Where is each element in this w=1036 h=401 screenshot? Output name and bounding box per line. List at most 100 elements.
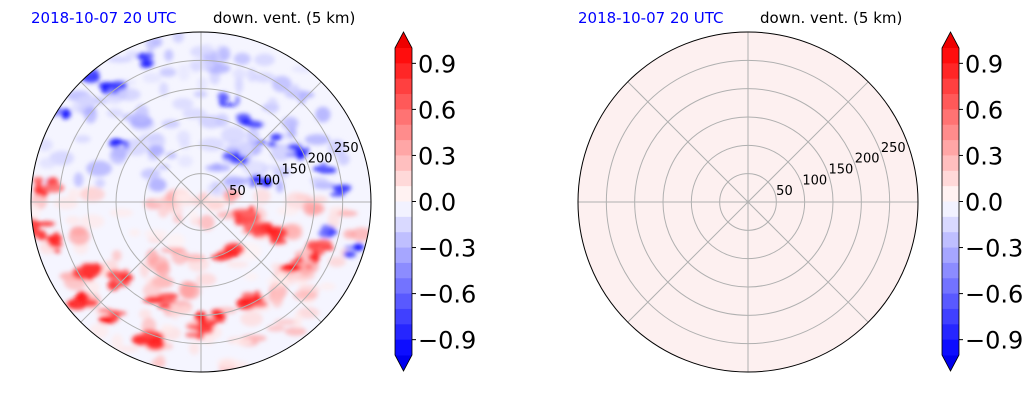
field-patch	[270, 143, 291, 162]
field-patch	[140, 168, 161, 180]
field-patch	[142, 282, 161, 299]
field-patch-negative	[235, 95, 240, 105]
colorbar-tick-label: 0.3	[418, 142, 456, 170]
colorbar-band	[942, 247, 959, 264]
field-patch	[128, 228, 141, 237]
field-patch	[106, 108, 124, 118]
left-grid	[31, 32, 371, 372]
field-patch-negative	[320, 224, 332, 234]
field-patch	[215, 113, 229, 128]
field-patch-positive	[279, 264, 302, 272]
colorbar-tick-label: −0.6	[418, 281, 476, 309]
field-patch	[284, 327, 307, 336]
field-patch	[39, 157, 57, 169]
field-patch	[293, 310, 303, 329]
field-patch	[337, 152, 350, 166]
field-patch	[211, 162, 223, 171]
field-patch-positive	[232, 212, 242, 217]
field-patch	[240, 311, 263, 327]
colorbar-band	[395, 247, 412, 264]
left-title: down. vent. (5 km)	[213, 9, 355, 27]
field-patch	[94, 178, 106, 188]
field-patch	[80, 214, 105, 229]
field-patch	[216, 357, 240, 368]
colorbar-tick-label: −0.9	[418, 327, 476, 355]
field-patch-negative	[268, 141, 276, 147]
field-patch	[271, 75, 292, 93]
colorbar-band	[942, 308, 959, 325]
field-patch-positive	[157, 304, 172, 310]
colorbar-band	[395, 186, 412, 202]
field-patch	[266, 97, 279, 115]
field-patch-negative	[304, 146, 310, 154]
field-patch	[138, 308, 152, 320]
field-patch	[234, 75, 244, 94]
right-grid	[578, 32, 918, 372]
field-patch	[160, 247, 184, 254]
radial-tick-label: 150	[829, 162, 854, 177]
field-patch-positive	[269, 238, 288, 245]
field-patch-positive	[42, 183, 65, 193]
field-patch-positive	[314, 239, 333, 248]
colorbar-band	[942, 186, 959, 202]
colorbar-band	[395, 324, 412, 341]
field-patch	[302, 199, 322, 217]
grid-spoke-315	[747, 201, 869, 323]
field-patch	[109, 208, 134, 218]
right-colorbar: 0.9 0.6 0.3 0.0 −0.3 −0.6 −0.9	[941, 31, 1023, 372]
field-patch-positive	[308, 253, 315, 261]
field-patch	[327, 211, 341, 229]
field-patch-negative	[140, 60, 153, 68]
field-patch	[274, 318, 299, 326]
field-patch	[79, 186, 105, 202]
grid-spoke-45	[200, 81, 322, 203]
field-patch	[107, 96, 122, 105]
field-patch	[343, 229, 356, 240]
field-patch	[85, 280, 100, 295]
colorbar-band	[395, 308, 412, 325]
field-patch	[111, 249, 122, 262]
grid-spoke-135	[627, 81, 749, 203]
field-patch-negative	[352, 243, 364, 251]
colorbar-band	[942, 109, 959, 126]
field-patch	[117, 345, 140, 353]
field-patch	[276, 206, 300, 216]
colorbar-outline	[941, 31, 960, 372]
field-patch	[221, 126, 246, 144]
colorbar-tick-label: 0.0	[418, 189, 456, 217]
field-patch-negative	[240, 118, 254, 126]
field-patch	[315, 106, 331, 123]
right-panel: 2018-10-07 20 UTC down. vent. (5 km) 50 1…	[577, 9, 1023, 373]
field-patch	[233, 52, 251, 65]
colorbar-band	[395, 63, 412, 80]
field-patch	[328, 256, 346, 267]
field-patch	[178, 155, 193, 168]
field-patch	[159, 67, 177, 78]
field-patch-positive	[198, 325, 214, 335]
colorbar-band	[942, 339, 959, 356]
colorbar-extend-min	[395, 355, 412, 371]
grid-spoke-225	[627, 201, 749, 323]
colorbar-band	[942, 201, 959, 218]
field-patch-negative	[262, 176, 272, 188]
field-patch	[164, 49, 174, 62]
field-patch	[309, 195, 328, 204]
radial-tick-label: 50	[776, 184, 793, 199]
field-patch	[271, 281, 280, 290]
colorbar-tick-label: 0.9	[418, 50, 456, 78]
field-patch	[290, 84, 300, 94]
field-patch-negative	[110, 80, 128, 91]
field-patch-positive	[305, 264, 313, 269]
colorbar-band	[942, 293, 959, 310]
field-patch	[337, 210, 358, 217]
field-patch	[285, 191, 308, 210]
colorbar-tick-label: 0.3	[965, 142, 1003, 170]
field-patch	[271, 290, 283, 308]
field-patch-positive	[31, 230, 34, 243]
field-patch-positive	[81, 265, 100, 276]
colorbar-band	[942, 48, 959, 64]
colorbar-band	[942, 94, 959, 110]
colorbar-band	[942, 124, 959, 141]
